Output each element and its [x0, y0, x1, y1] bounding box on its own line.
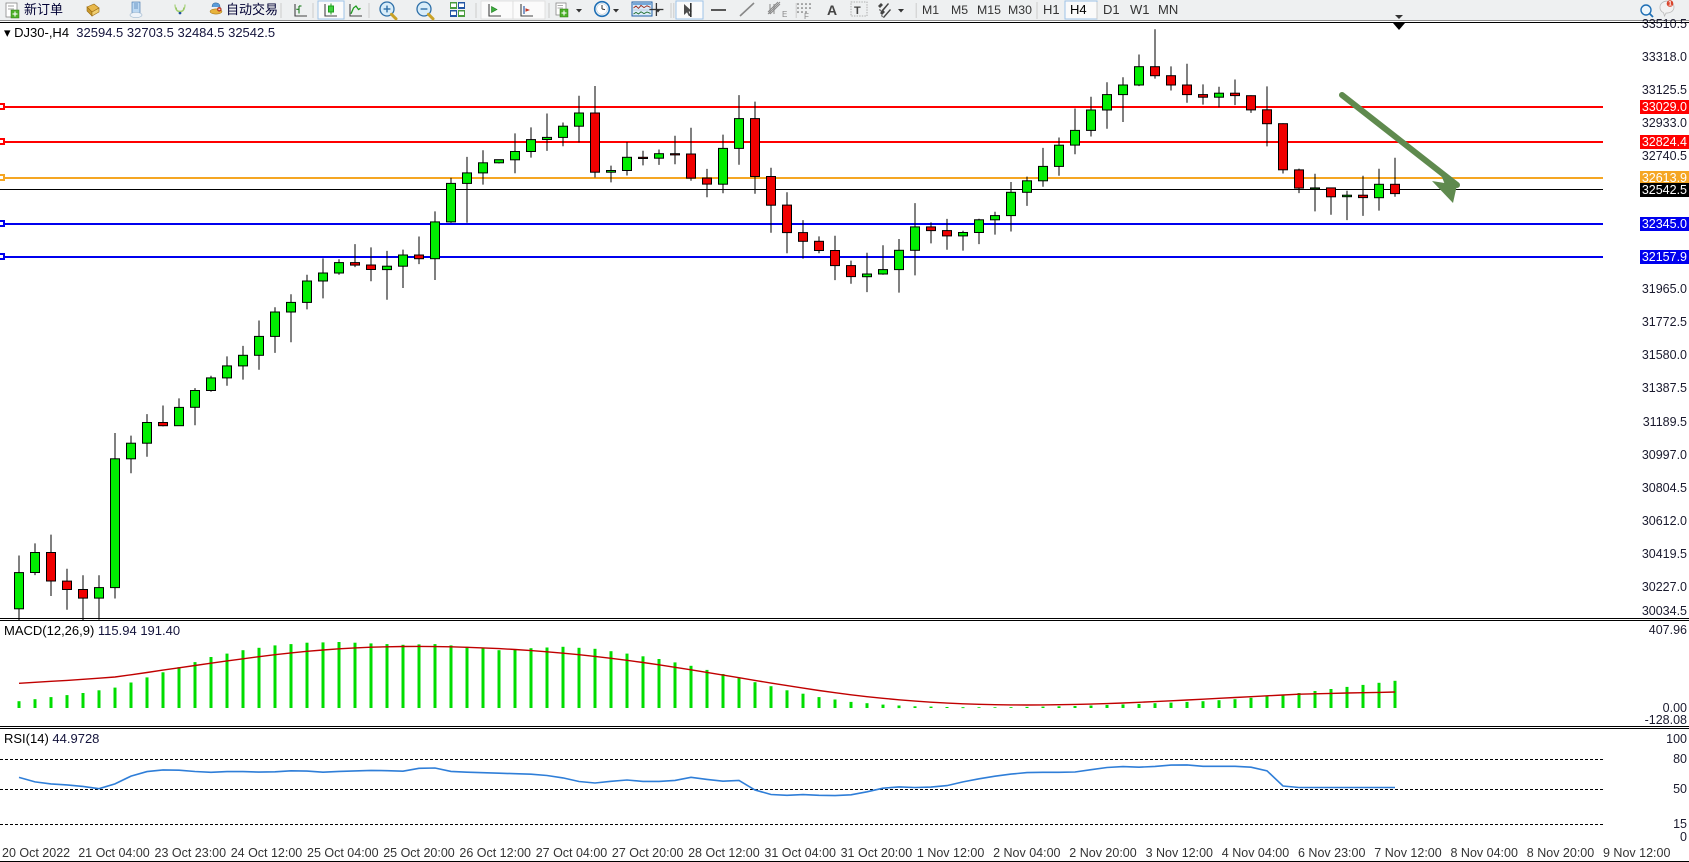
svg-text:新订单: 新订单: [24, 2, 63, 17]
svg-text:D1: D1: [1103, 2, 1120, 17]
svg-text:1: 1: [1668, 0, 1672, 7]
svg-text:F: F: [804, 12, 809, 21]
svg-text:M5: M5: [951, 3, 968, 17]
svg-text:A: A: [827, 2, 837, 18]
svg-text:T: T: [854, 5, 861, 17]
svg-text:W1: W1: [1130, 2, 1150, 17]
svg-text:H1: H1: [1043, 2, 1060, 17]
svg-text:H4: H4: [1070, 2, 1087, 17]
svg-text:M1: M1: [922, 3, 939, 17]
svg-text:MN: MN: [1158, 2, 1178, 17]
svg-text:自动交易: 自动交易: [226, 2, 278, 17]
svg-text:M30: M30: [1008, 3, 1032, 17]
svg-text:M15: M15: [977, 3, 1001, 17]
svg-text:E: E: [782, 10, 787, 19]
